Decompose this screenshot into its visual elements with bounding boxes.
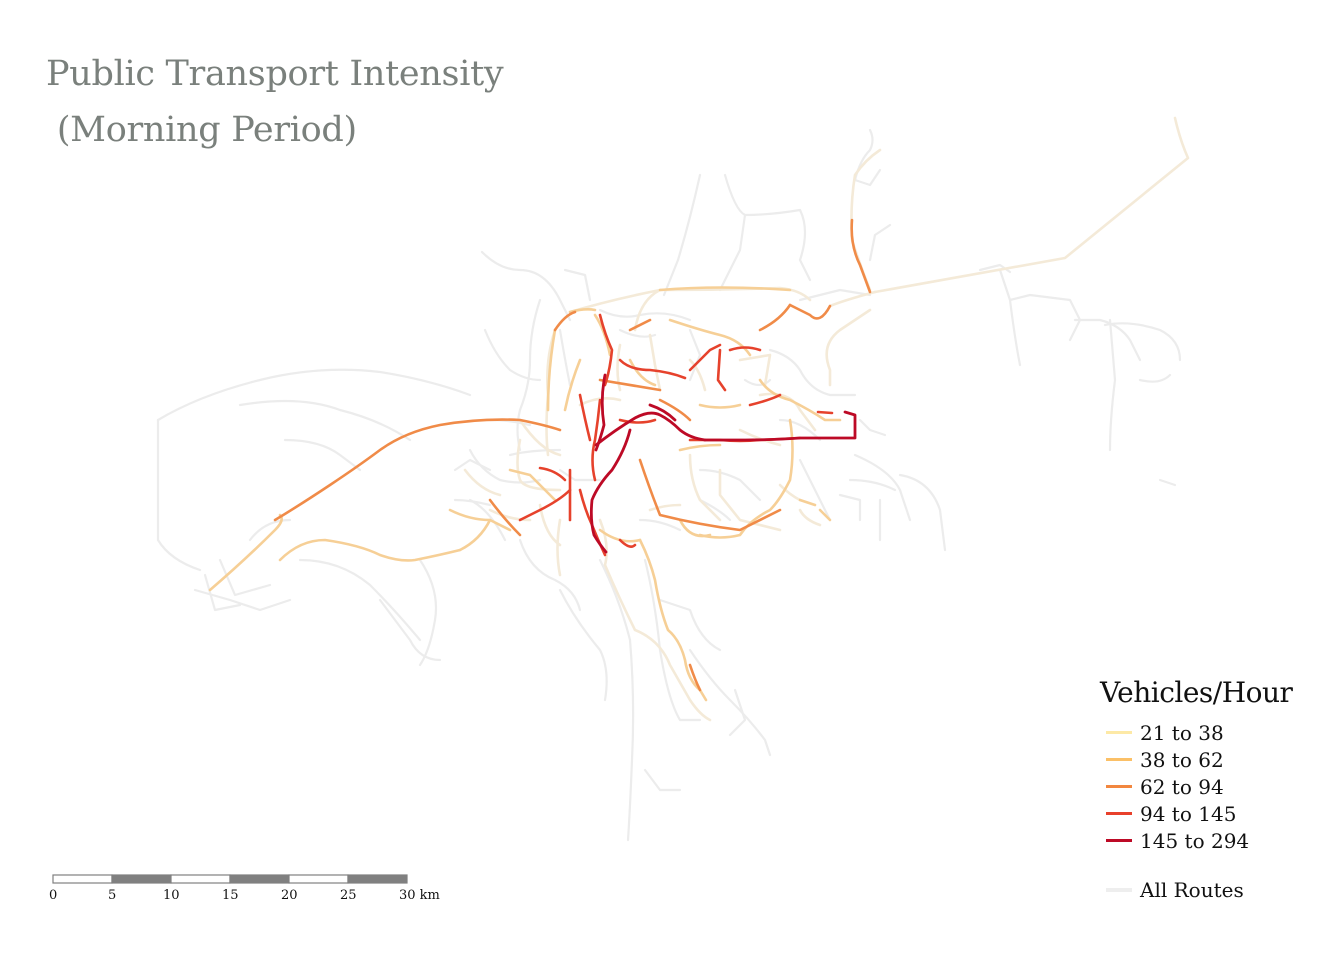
legend: Vehicles/Hour 21 to 38 38 to 62 62 to 94… <box>1100 676 1340 903</box>
legend-swatch <box>1106 785 1132 788</box>
legend-label: 38 to 62 <box>1140 747 1224 772</box>
legend-item: 94 to 145 <box>1100 800 1340 827</box>
legend-label: 145 to 294 <box>1140 828 1250 853</box>
scale-bar <box>52 874 408 884</box>
routes-38-62 <box>208 286 842 702</box>
scale-tick-label: 5 <box>108 888 117 903</box>
legend-label: All Routes <box>1140 877 1244 902</box>
scale-tick-label: 25 <box>340 888 357 903</box>
legend-swatch <box>1106 812 1132 815</box>
scale-tick-label: 20 <box>281 888 298 903</box>
scale-bar-labels: 0 5 10 15 20 25 30 km <box>46 870 466 910</box>
legend-item: 21 to 38 <box>1100 719 1340 746</box>
routes-62-94 <box>273 218 872 692</box>
scale-tick-label: 10 <box>163 888 180 903</box>
legend-item-all-routes: All Routes <box>1100 876 1340 903</box>
scale-tick-label: 15 <box>222 888 239 903</box>
routes-145-294 <box>589 373 857 554</box>
scale-tick-label: 30 km <box>399 888 440 903</box>
legend-label: 62 to 94 <box>1140 774 1224 799</box>
legend-label: 94 to 145 <box>1140 801 1237 826</box>
legend-item: 145 to 294 <box>1100 827 1340 854</box>
legend-swatch <box>1106 839 1132 842</box>
map-title: Public Transport Intensity <box>46 54 504 94</box>
legend-item: 38 to 62 <box>1100 746 1340 773</box>
legend-title: Vehicles/Hour <box>1100 676 1293 709</box>
legend-item: 62 to 94 <box>1100 773 1340 800</box>
legend-label: 21 to 38 <box>1140 720 1224 745</box>
legend-swatch <box>1106 887 1132 892</box>
scale-bar-segment <box>347 874 408 884</box>
legend-swatch <box>1106 758 1132 761</box>
all-routes-network <box>156 128 1182 842</box>
legend-swatch <box>1106 731 1132 734</box>
scale-tick-label: 0 <box>49 888 58 903</box>
map-subtitle: (Morning Period) <box>46 110 357 150</box>
